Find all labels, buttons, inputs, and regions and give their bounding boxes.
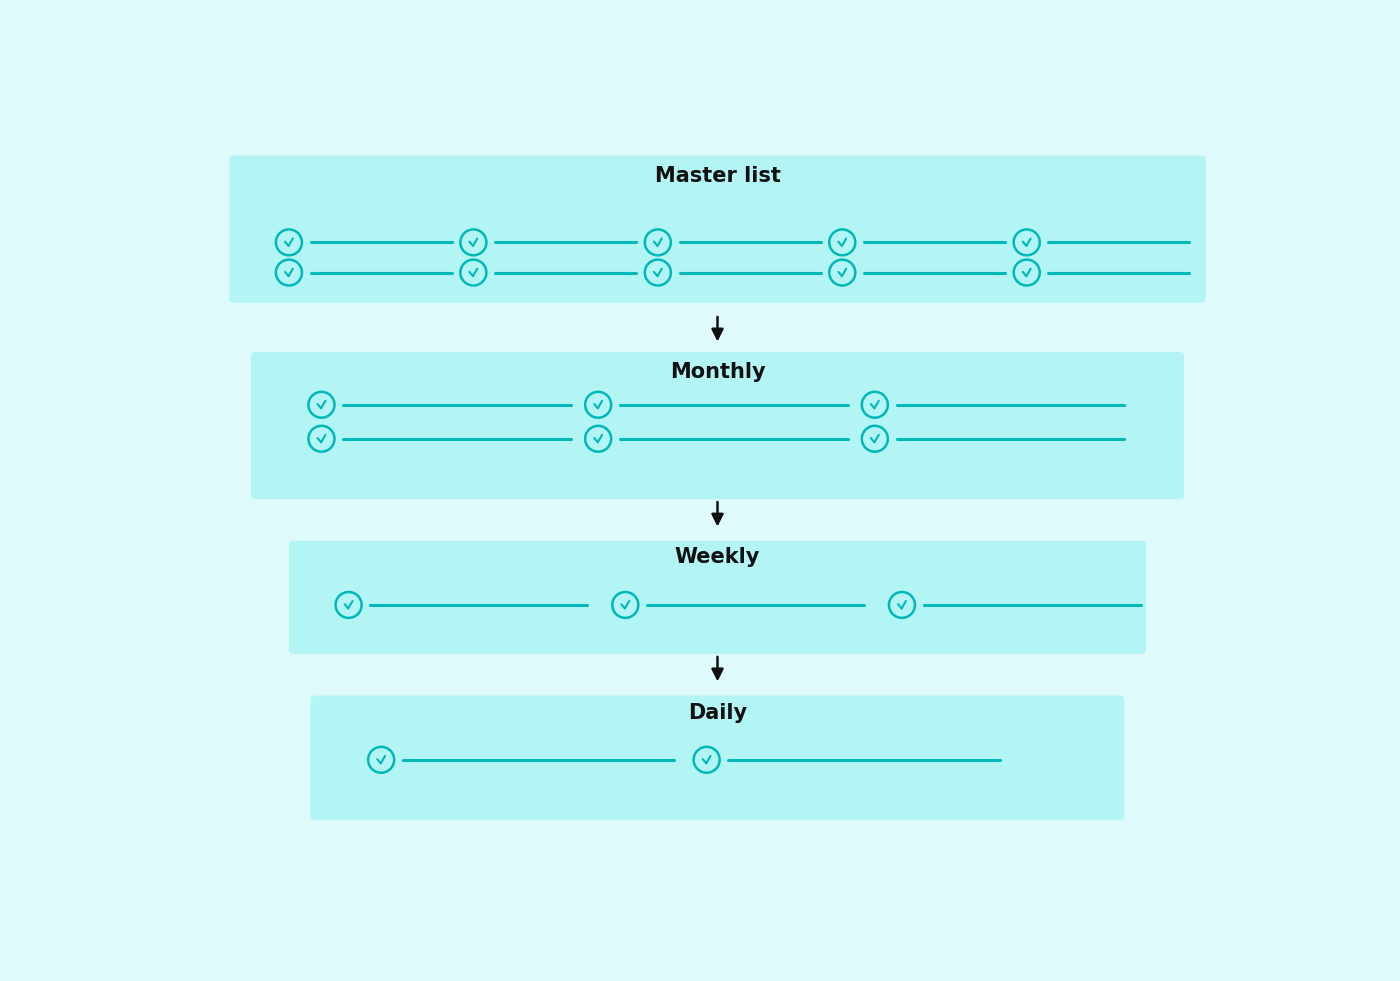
FancyBboxPatch shape [251, 352, 1184, 499]
Text: Weekly: Weekly [675, 547, 760, 567]
FancyBboxPatch shape [311, 696, 1124, 820]
Text: Master list: Master list [655, 166, 780, 186]
Text: Daily: Daily [687, 703, 748, 723]
FancyBboxPatch shape [230, 155, 1205, 303]
FancyBboxPatch shape [288, 541, 1147, 654]
Text: Monthly: Monthly [669, 362, 766, 383]
